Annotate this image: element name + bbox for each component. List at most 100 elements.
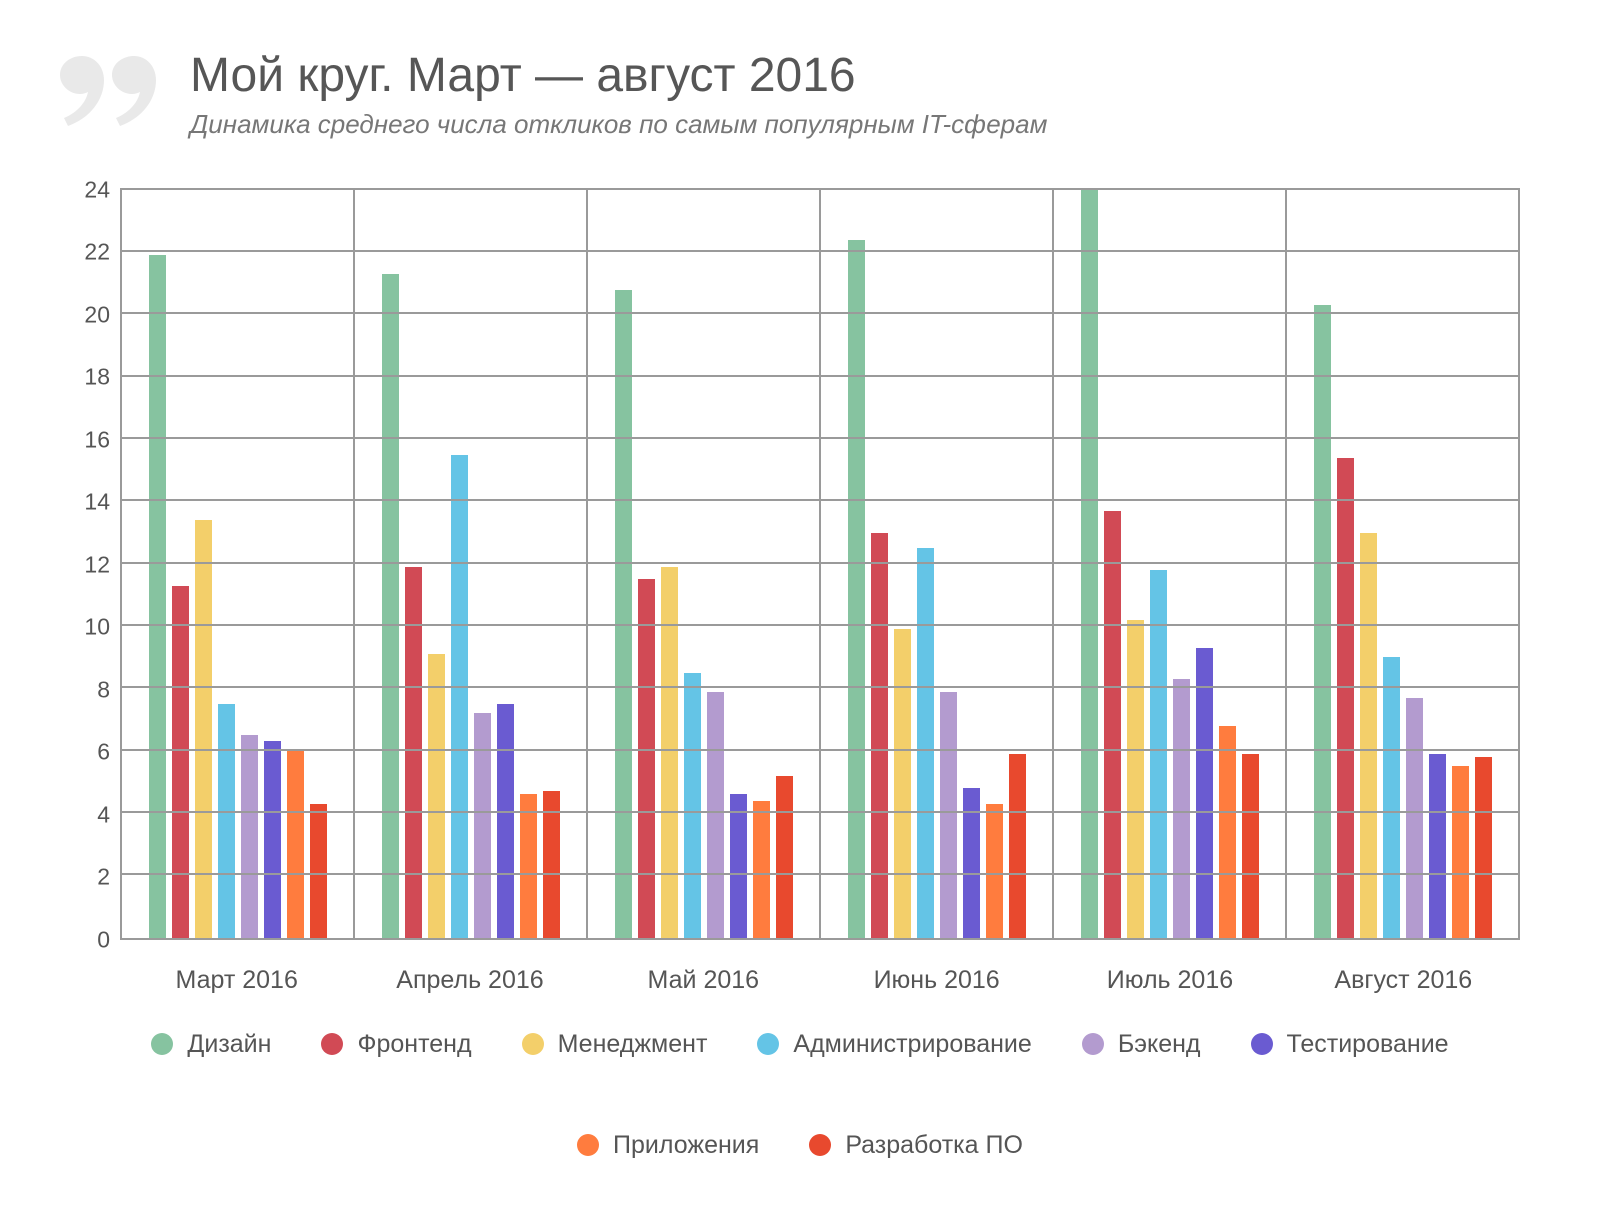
chart-subtitle: Динамика среднего числа откликов по самы… xyxy=(190,109,1540,140)
legend-item: Бэкенд xyxy=(1082,1030,1201,1059)
bar xyxy=(149,255,166,938)
bar xyxy=(1009,754,1026,938)
legend-label: Дизайн xyxy=(187,1030,271,1059)
bar xyxy=(1475,757,1492,938)
y-tick-label: 22 xyxy=(60,239,110,266)
legend-swatch xyxy=(809,1134,831,1156)
legend-item: Разработка ПО xyxy=(809,1131,1023,1160)
bar xyxy=(1360,533,1377,938)
bar xyxy=(1429,754,1446,938)
bar xyxy=(520,794,537,937)
legend-swatch xyxy=(151,1033,173,1055)
legend-label: Фронтенд xyxy=(357,1030,471,1059)
bar-group xyxy=(1285,190,1520,938)
bar-groups xyxy=(120,190,1520,938)
chart-area: 024681012141618202224 Март 2016Апрель 20… xyxy=(60,180,1540,1010)
legend-swatch xyxy=(1251,1033,1273,1055)
legend-label: Менеджмент xyxy=(558,1030,708,1059)
bar xyxy=(684,673,701,938)
chart-title: Мой круг. Март — август 2016 xyxy=(190,50,1540,103)
gridline xyxy=(120,749,1520,751)
gridline xyxy=(120,624,1520,626)
bar xyxy=(405,567,422,938)
y-tick-label: 2 xyxy=(60,864,110,891)
header: Мой круг. Март — август 2016 Динамика ср… xyxy=(60,50,1540,140)
bar xyxy=(730,794,747,937)
bar xyxy=(382,274,399,938)
y-tick-label: 12 xyxy=(60,551,110,578)
gridline xyxy=(120,686,1520,688)
y-tick-label: 20 xyxy=(60,301,110,328)
bar xyxy=(241,735,258,938)
bar xyxy=(1383,657,1400,938)
bar xyxy=(1452,766,1469,937)
x-axis-labels: Март 2016Апрель 2016Май 2016Июнь 2016Июл… xyxy=(120,950,1520,1010)
bar xyxy=(474,713,491,937)
gridline xyxy=(120,312,1520,314)
y-tick-label: 14 xyxy=(60,489,110,516)
bar xyxy=(428,654,445,938)
bar xyxy=(848,240,865,938)
bar xyxy=(871,533,888,938)
bar xyxy=(753,801,770,938)
x-tick-label: Август 2016 xyxy=(1287,950,1520,1010)
bar xyxy=(218,704,235,938)
gridline xyxy=(120,499,1520,501)
bar xyxy=(661,567,678,938)
legend-item: Тестирование xyxy=(1251,1030,1449,1059)
bar-group xyxy=(1052,190,1285,938)
legend-swatch xyxy=(1082,1033,1104,1055)
y-tick-label: 16 xyxy=(60,426,110,453)
bar xyxy=(707,692,724,938)
bar-group xyxy=(586,190,819,938)
bar xyxy=(986,804,1003,938)
bar xyxy=(1406,698,1423,938)
bar-group xyxy=(353,190,586,938)
legend-label: Приложения xyxy=(613,1131,759,1160)
bar xyxy=(1173,679,1190,938)
bar xyxy=(638,579,655,937)
bar xyxy=(1127,620,1144,938)
bar xyxy=(1337,458,1354,938)
legend-swatch xyxy=(577,1134,599,1156)
bar xyxy=(1081,190,1098,938)
bar xyxy=(940,692,957,938)
legend-swatch xyxy=(321,1033,343,1055)
x-tick-label: Май 2016 xyxy=(587,950,820,1010)
legend-item: Администрирование xyxy=(757,1030,1031,1059)
legend-swatch xyxy=(522,1033,544,1055)
gridline xyxy=(120,250,1520,252)
legend-item: Менеджмент xyxy=(522,1030,708,1059)
legend-item: Дизайн xyxy=(151,1030,271,1059)
gridline xyxy=(120,375,1520,377)
bar xyxy=(1242,754,1259,938)
plot-region xyxy=(120,190,1520,940)
x-tick-label: Март 2016 xyxy=(120,950,353,1010)
bar xyxy=(615,290,632,938)
bar xyxy=(917,548,934,938)
bar xyxy=(1314,305,1331,938)
titles: Мой круг. Март — август 2016 Динамика ср… xyxy=(190,50,1540,140)
gridline xyxy=(120,873,1520,875)
bar xyxy=(264,741,281,937)
bar xyxy=(1196,648,1213,938)
bar xyxy=(894,629,911,938)
bar xyxy=(776,776,793,938)
legend-swatch xyxy=(757,1033,779,1055)
bar xyxy=(543,791,560,937)
chart-canvas: Мой круг. Март — август 2016 Динамика ср… xyxy=(0,0,1600,1212)
y-tick-label: 10 xyxy=(60,614,110,641)
legend-label: Разработка ПО xyxy=(845,1131,1023,1160)
bar xyxy=(172,586,189,938)
legend-item: Фронтенд xyxy=(321,1030,471,1059)
x-tick-label: Июль 2016 xyxy=(1053,950,1286,1010)
y-tick-label: 8 xyxy=(60,676,110,703)
y-tick-label: 24 xyxy=(60,176,110,203)
bar-group xyxy=(819,190,1052,938)
bar xyxy=(1219,726,1236,938)
y-tick-label: 4 xyxy=(60,801,110,828)
bar xyxy=(451,455,468,938)
legend-item: Приложения xyxy=(577,1131,759,1160)
legend: Дизайн Фронтенд Менеджмент Администрировани… xyxy=(60,1030,1540,1160)
legend-label: Администрирование xyxy=(793,1030,1031,1059)
